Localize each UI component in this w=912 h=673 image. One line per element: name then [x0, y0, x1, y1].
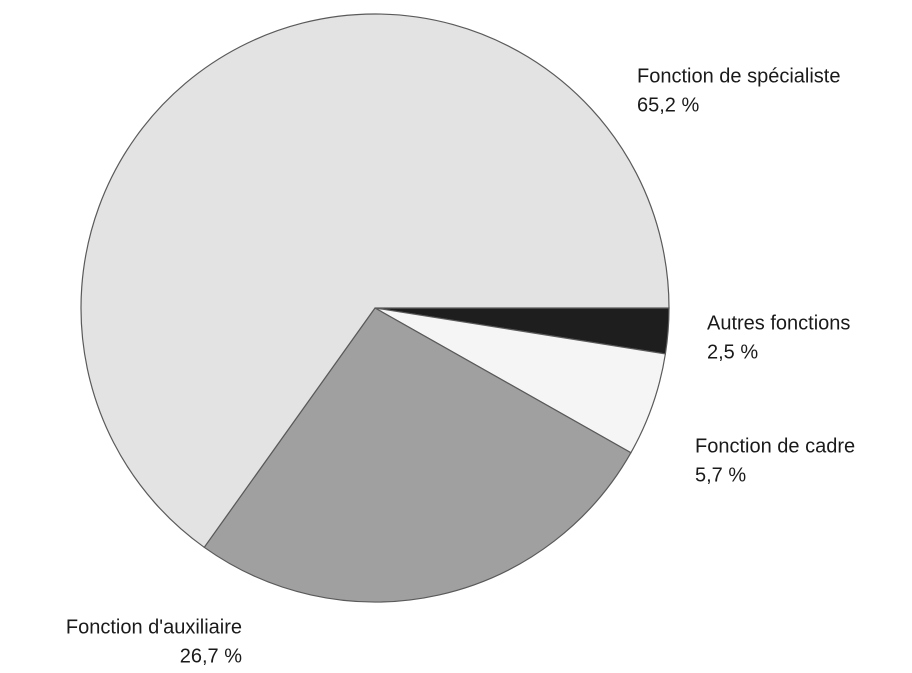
slice-label: Autres fonctions	[707, 312, 850, 334]
pie-slice	[203, 307, 632, 603]
slice-value: 2,5 %	[707, 341, 758, 363]
slice-label: Fonction de cadre	[695, 435, 855, 457]
slice-value: 5,7 %	[695, 464, 746, 486]
pie-slice	[80, 13, 670, 549]
slice-label: Fonction de spécialiste	[637, 65, 840, 87]
slice-value: 26,7 %	[180, 645, 242, 667]
slice-label: Fonction d'auxiliaire	[66, 616, 242, 638]
slice-value: 65,2 %	[637, 94, 699, 116]
